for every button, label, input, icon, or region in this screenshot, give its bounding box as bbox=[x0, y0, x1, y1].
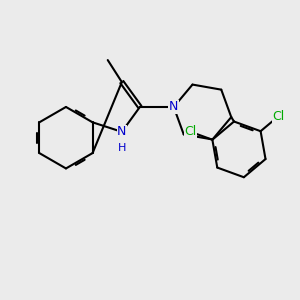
Text: Cl: Cl bbox=[272, 110, 284, 123]
Text: H: H bbox=[118, 143, 127, 153]
Text: N: N bbox=[117, 125, 127, 138]
Text: N: N bbox=[169, 100, 178, 113]
Text: Cl: Cl bbox=[184, 125, 197, 138]
